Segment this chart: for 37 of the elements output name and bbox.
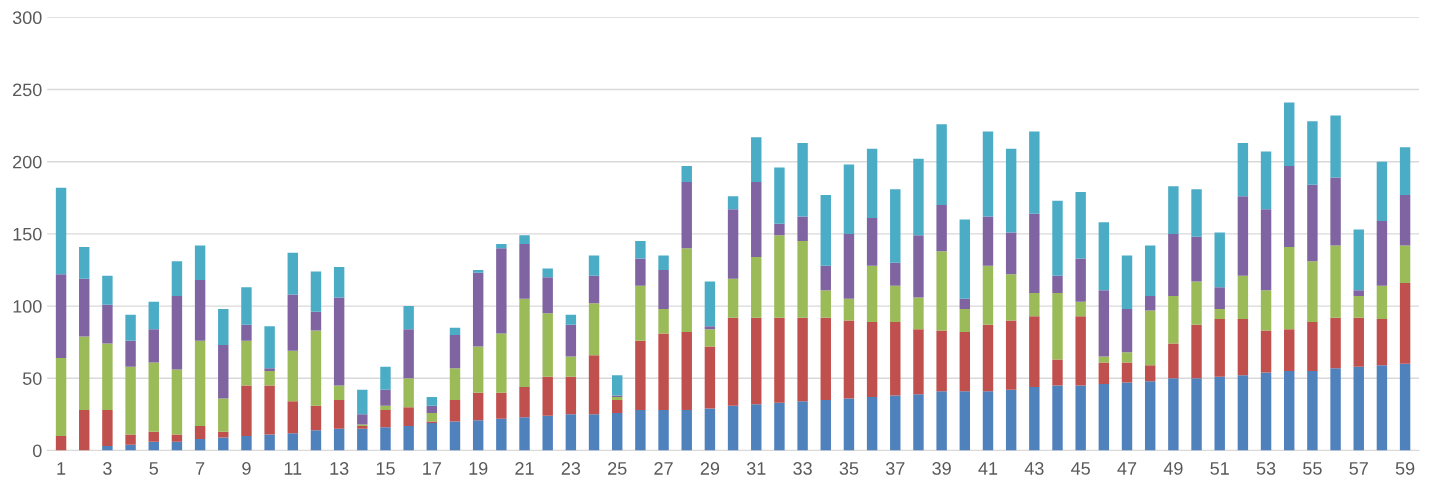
x-tick-label: 9 [242,462,251,475]
x-tick-label: 3 [103,462,112,475]
x-tick-label: 17 [423,462,441,475]
x-tick-label: 45 [1071,462,1090,475]
x-tick-label: 43 [1024,462,1044,475]
x-tick-label: 51 [1210,462,1229,475]
y-tick-label: 150 [13,227,42,241]
x-tick-label: 27 [654,462,673,475]
x-tick-label: 53 [1256,462,1276,475]
x-tick-label: 31 [746,462,766,475]
x-tick-label: 19 [469,462,488,475]
x-tick-label: 57 [1349,462,1368,475]
y-tick-label: 200 [13,155,42,169]
x-tick-label: 59 [1395,462,1415,475]
x-tick-label: 55 [1303,462,1322,475]
x-tick-label: 49 [1163,462,1183,475]
x-tick-label: 37 [885,462,905,475]
y-tick-label: 0 [32,444,42,458]
x-tick-label: 25 [608,462,627,475]
y-tick-label: 50 [22,372,42,385]
x-tick-label: 39 [932,462,951,475]
x-tick-label: 41 [978,462,998,475]
y-tick-label: 250 [13,83,42,97]
x-tick-label: 35 [839,462,859,475]
y-tick-label: 100 [13,300,42,313]
x-tick-label: 33 [793,462,812,475]
x-tick-label: 1 [57,462,66,475]
x-tick-label: 15 [376,462,395,475]
x-tick-label: 21 [515,462,534,475]
x-tick-label: 5 [149,462,159,475]
x-tick-label: 29 [700,462,720,475]
x-tick-label: 13 [330,462,349,475]
x-tick-label: 11 [284,462,302,475]
x-tick-label: 7 [196,462,205,475]
x-tick-label: 47 [1117,462,1137,475]
x-tick-label: 23 [561,462,581,475]
y-tick-label: 300 [12,11,42,25]
